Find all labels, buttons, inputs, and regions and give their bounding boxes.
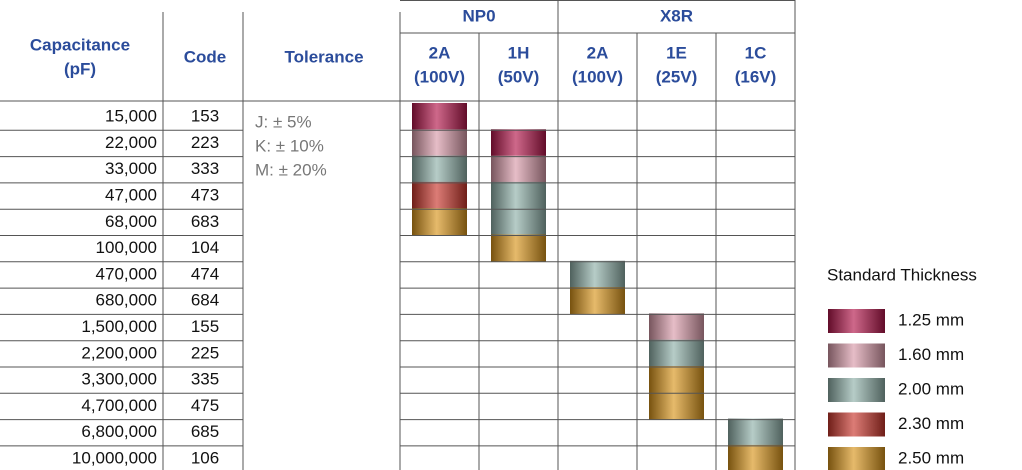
column-header: (100V) (414, 67, 465, 86)
thickness-bar (412, 156, 467, 183)
code: 684 (191, 291, 219, 310)
column-header: 2A (587, 43, 609, 62)
code: 475 (191, 396, 219, 415)
column-header: (16V) (735, 67, 777, 86)
tolerance: M: ± 20% (255, 160, 327, 179)
legend-label: 2.50 mm (898, 448, 964, 467)
thickness-bar (412, 129, 467, 156)
code: 223 (191, 133, 219, 152)
column-header: 1C (745, 43, 767, 62)
thickness-bar (491, 208, 546, 235)
capacitance: 6,800,000 (81, 422, 157, 441)
thickness-bar (728, 445, 783, 470)
capacitor-table: Capacitance (pF) Code Tolerance NP0 2A (100V) 1… (0, 0, 1022, 470)
capacitance: 4,700,000 (81, 396, 157, 415)
code: 333 (191, 159, 219, 178)
capacitance: 680,000 (96, 291, 157, 310)
column-header: 2A (429, 43, 451, 62)
thickness-bar (570, 261, 625, 288)
column-header: 1E (666, 43, 687, 62)
code: 473 (191, 186, 219, 205)
capacitance: 33,000 (105, 159, 157, 178)
legend-swatch (828, 378, 885, 402)
capacitance: 2,200,000 (81, 343, 157, 362)
legend-swatch (828, 447, 885, 470)
thickness-bar (649, 340, 704, 367)
thickness-bar (570, 287, 625, 314)
thickness-bar (728, 419, 783, 446)
tolerance: J: ± 5% (255, 112, 312, 131)
code: 685 (191, 422, 219, 441)
tolerance: K: ± 10% (255, 136, 324, 155)
header: Capacitance (30, 35, 130, 54)
column-header: (100V) (572, 67, 623, 86)
code: 335 (191, 370, 219, 389)
legend-swatch (828, 309, 885, 333)
capacitance: 100,000 (96, 238, 157, 257)
group-header: NP0 (462, 6, 495, 25)
legend-swatch (828, 344, 885, 368)
capacitance: 47,000 (105, 186, 157, 205)
legend-swatch (828, 413, 885, 437)
thickness-bar (491, 182, 546, 209)
column-header: 1H (508, 43, 530, 62)
thickness-bar (412, 208, 467, 235)
thickness-bar (649, 392, 704, 419)
thickness-bar (649, 366, 704, 393)
capacitance: 470,000 (96, 264, 157, 283)
code: 474 (191, 264, 219, 283)
capacitance: 15,000 (105, 107, 157, 126)
code: 106 (191, 449, 219, 468)
thickness-bar (491, 235, 546, 262)
header: Code (184, 47, 227, 66)
legend-label: 2.30 mm (898, 414, 964, 433)
thickness-bar (649, 313, 704, 340)
capacitance: 1,500,000 (81, 317, 157, 336)
header: (pF) (64, 59, 96, 78)
code: 683 (191, 212, 219, 231)
header: Tolerance (284, 47, 363, 66)
capacitance: 10,000,000 (72, 449, 157, 468)
legend-title: Standard Thickness (827, 265, 977, 284)
code: 104 (191, 238, 219, 257)
capacitance: 68,000 (105, 212, 157, 231)
code: 225 (191, 343, 219, 362)
thickness-bar (491, 156, 546, 183)
legend-label: 1.25 mm (898, 310, 964, 329)
code: 153 (191, 107, 219, 126)
code: 155 (191, 317, 219, 336)
legend-label: 1.60 mm (898, 345, 964, 364)
thickness-bar (412, 182, 467, 209)
column-header: (25V) (656, 67, 698, 86)
column-header: (50V) (498, 67, 540, 86)
legend-label: 2.00 mm (898, 379, 964, 398)
capacitance: 22,000 (105, 133, 157, 152)
thickness-bar (412, 103, 467, 130)
thickness-bar (491, 129, 546, 156)
capacitance: 3,300,000 (81, 370, 157, 389)
group-header: X8R (660, 6, 693, 25)
